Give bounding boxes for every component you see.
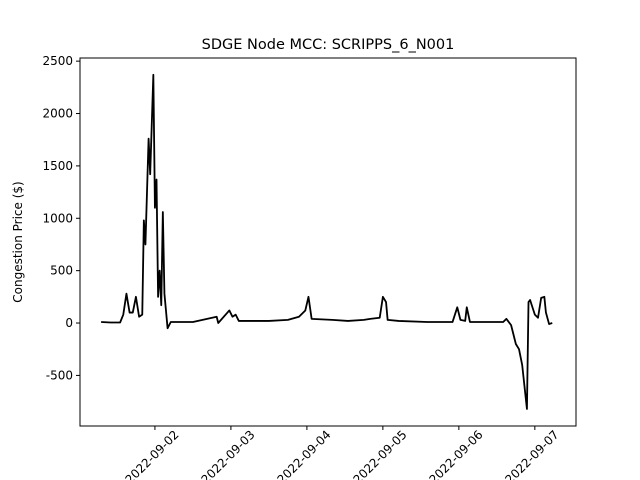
y-tick-label: 0 [65,316,73,330]
chart-title: SDGE Node MCC: SCRIPPS_6_N001 [202,37,455,53]
y-tick-label: 2000 [42,107,73,121]
y-tick-label: -500 [46,368,73,382]
y-tick-label: 1500 [42,159,73,173]
y-tick-label: 1000 [42,211,73,225]
axes-frame [79,57,577,427]
y-tick-label: 500 [50,264,73,278]
y-tick-label: 2500 [42,54,73,68]
line-series [101,73,553,410]
y-axis-label: Congestion Price ($) [11,181,25,302]
